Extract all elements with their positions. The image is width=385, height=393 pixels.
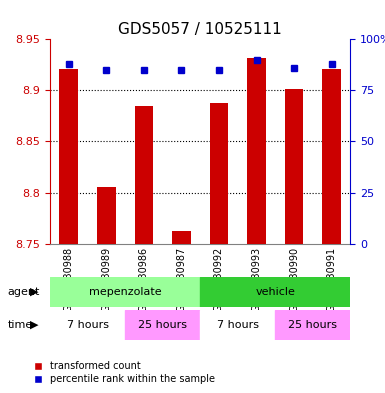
Bar (322, 69, 341, 244)
Bar (209, 103, 228, 244)
Bar (50, 310, 125, 340)
Bar (285, 89, 303, 244)
Text: agent: agent (8, 286, 40, 297)
Bar (172, 231, 191, 244)
Text: mepenzolate: mepenzolate (89, 287, 161, 297)
Text: ▶: ▶ (30, 320, 39, 330)
Bar (50, 277, 200, 307)
Text: ▶: ▶ (30, 286, 39, 297)
Text: vehicle: vehicle (255, 287, 295, 297)
Bar (275, 310, 350, 340)
Text: 7 hours: 7 hours (217, 320, 259, 330)
Bar (200, 310, 275, 340)
Title: GDS5057 / 10525111: GDS5057 / 10525111 (118, 22, 282, 37)
Text: 7 hours: 7 hours (67, 320, 109, 330)
Text: 25 hours: 25 hours (288, 320, 337, 330)
Text: time: time (8, 320, 33, 330)
Text: 25 hours: 25 hours (138, 320, 187, 330)
Legend: transformed count, percentile rank within the sample: transformed count, percentile rank withi… (24, 358, 219, 388)
Bar (97, 187, 116, 244)
Bar (59, 69, 78, 244)
Bar (125, 310, 200, 340)
Bar (134, 106, 153, 244)
Bar (200, 277, 350, 307)
Bar (247, 58, 266, 244)
